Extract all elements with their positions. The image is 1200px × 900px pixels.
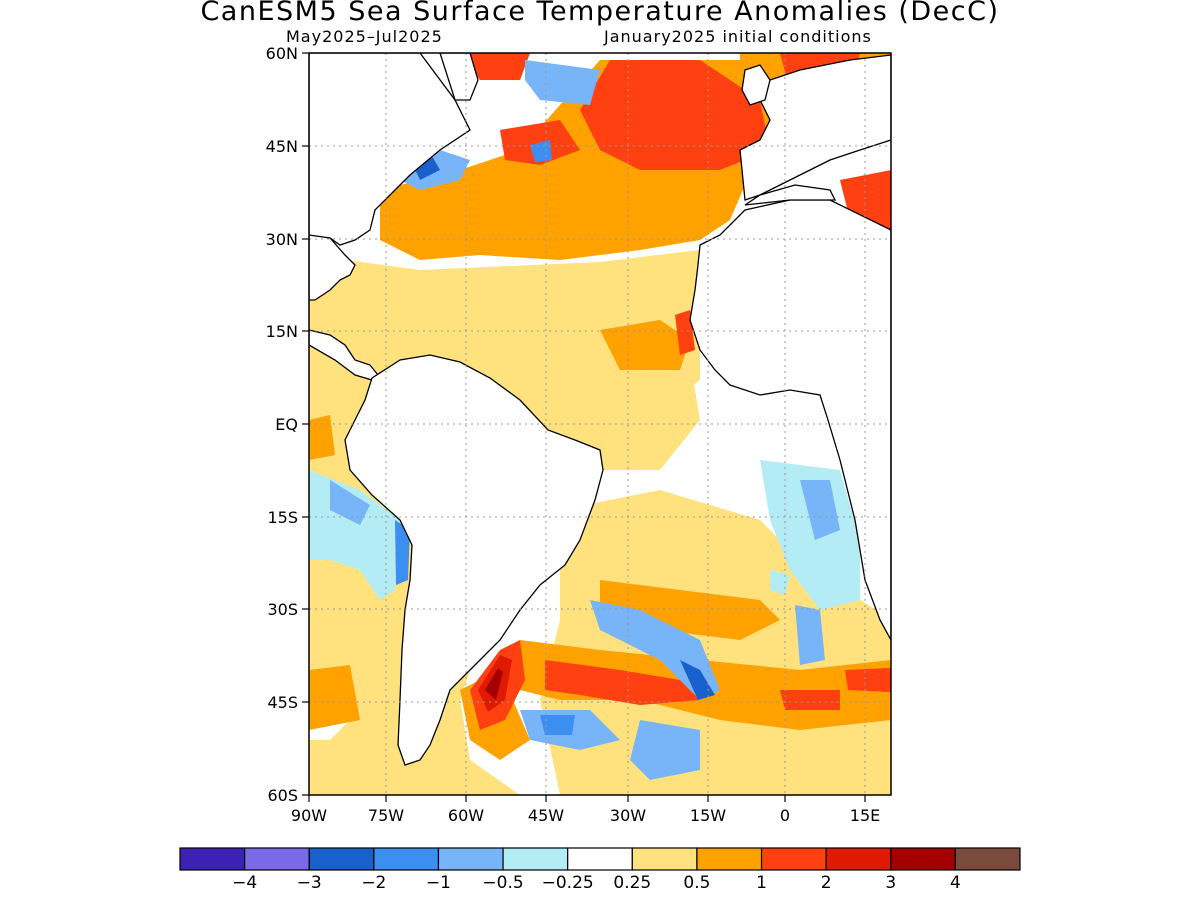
colorbar-swatch bbox=[890, 847, 956, 871]
colorbar-label: 0.5 bbox=[683, 873, 710, 893]
colorbar-label: 1 bbox=[756, 873, 767, 893]
lon-label: 75W bbox=[368, 806, 404, 825]
continents bbox=[309, 53, 891, 766]
latitude-labels: 60N 45N 30N 15N EQ 15S 30S 45S 60S bbox=[266, 44, 298, 805]
lat-label: 60S bbox=[267, 786, 298, 805]
lon-label: 15W bbox=[690, 806, 726, 825]
colorbar-label: −3 bbox=[297, 873, 322, 893]
colorbar-label: 4 bbox=[950, 873, 961, 893]
lon-label: 60W bbox=[448, 806, 484, 825]
lat-label: 30N bbox=[266, 230, 298, 249]
colorbar-swatch bbox=[631, 847, 698, 871]
colorbar-label: −2 bbox=[361, 873, 386, 893]
colorbar-swatch bbox=[567, 847, 633, 871]
colorbar: −4 −3 −2 −1 −0.5 −0.25 0.25 0.5 1 2 3 4 bbox=[179, 847, 1021, 893]
colorbar-swatch bbox=[437, 847, 504, 871]
lat-label: 30S bbox=[267, 600, 298, 619]
colorbar-label: −0.25 bbox=[542, 873, 594, 893]
lat-label: EQ bbox=[275, 415, 298, 434]
lon-label: 30W bbox=[610, 806, 646, 825]
axis-ticks bbox=[302, 52, 866, 802]
lon-label: 45W bbox=[528, 806, 564, 825]
colorbar-swatch bbox=[954, 847, 1021, 871]
colorbar-swatch bbox=[179, 847, 246, 871]
colorbar-swatch bbox=[760, 847, 827, 871]
colorbar-label: 3 bbox=[885, 873, 896, 893]
colorbar-swatch bbox=[502, 847, 569, 871]
lon-label: 90W bbox=[291, 806, 327, 825]
colorbar-swatch bbox=[244, 847, 310, 871]
colorbar-swatch bbox=[696, 847, 763, 871]
lat-lon-grid bbox=[309, 53, 891, 795]
lon-label: 15E bbox=[850, 806, 880, 825]
colorbar-label: −1 bbox=[426, 873, 451, 893]
longitude-labels: 90W 75W 60W 45W 30W 15W 0 15E bbox=[291, 806, 880, 825]
colorbar-swatch bbox=[825, 847, 892, 871]
colorbar-swatch bbox=[373, 847, 440, 871]
lat-label: 45S bbox=[267, 693, 298, 712]
colorbar-label: 0.25 bbox=[613, 873, 651, 893]
initial-conditions: January2025 initial conditions bbox=[604, 27, 872, 46]
lat-label: 60N bbox=[266, 44, 298, 63]
lon-label: 0 bbox=[780, 806, 790, 825]
lat-label: 15S bbox=[267, 508, 298, 527]
colorbar-label: −0.5 bbox=[482, 873, 523, 893]
colorbar-swatch bbox=[308, 847, 375, 871]
colorbar-label: 2 bbox=[821, 873, 832, 893]
map-title: CanESM5 Sea Surface Temperature Anomalie… bbox=[200, 0, 1000, 27]
colorbar-label: −4 bbox=[232, 873, 257, 893]
lat-label: 45N bbox=[266, 137, 298, 156]
forecast-period: May2025–Jul2025 bbox=[286, 27, 443, 46]
lat-label: 15N bbox=[266, 322, 298, 341]
